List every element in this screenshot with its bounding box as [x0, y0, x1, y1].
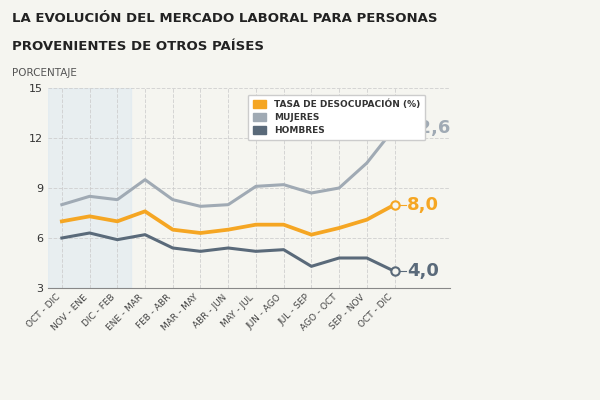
Legend: TASA DE DESOCUPACIÓN (%), MUJERES, HOMBRES: TASA DE DESOCUPACIÓN (%), MUJERES, HOMBR…: [248, 94, 425, 140]
Text: 8,0: 8,0: [407, 196, 439, 214]
Text: PROVENIENTES DE OTROS PAÍSES: PROVENIENTES DE OTROS PAÍSES: [12, 40, 264, 53]
Text: LA EVOLUCIÓN DEL MERCADO LABORAL PARA PERSONAS: LA EVOLUCIÓN DEL MERCADO LABORAL PARA PE…: [12, 12, 437, 25]
Text: 12,6: 12,6: [407, 119, 451, 137]
Bar: [48, 88, 131, 288]
Text: 4,0: 4,0: [407, 262, 439, 280]
Text: PORCENTAJE: PORCENTAJE: [12, 68, 77, 78]
